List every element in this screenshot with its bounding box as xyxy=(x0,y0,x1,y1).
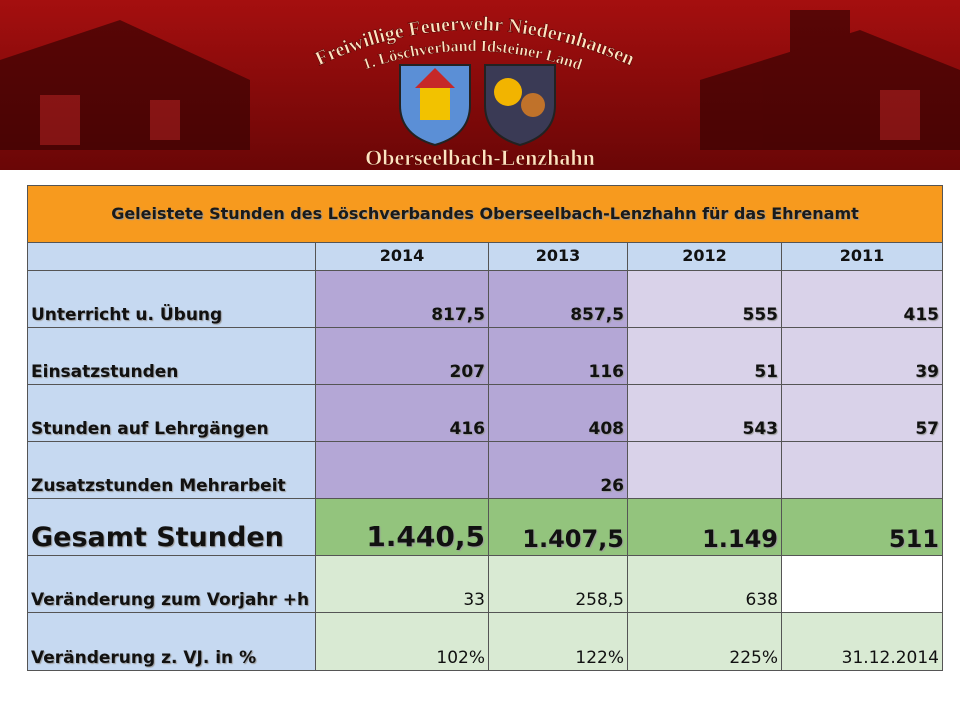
hours-table: Geleistete Stunden des Löschverbandes Ob… xyxy=(27,185,943,671)
banner-place: Oberseelbach-Lenzhahn xyxy=(365,145,595,170)
data-row: Unterricht u. Übung 817,5 857,5 555 415 xyxy=(27,270,943,328)
value-cell xyxy=(781,441,943,499)
crests xyxy=(399,64,556,147)
row-label: Veränderung zum Vorjahr +h xyxy=(27,555,316,613)
value-cell: 26 xyxy=(488,441,628,499)
year-header: 2013 xyxy=(488,242,628,271)
value-cell: 31.12.2014 xyxy=(781,612,943,671)
value-cell: 416 xyxy=(315,384,489,442)
value-cell: 555 xyxy=(627,270,782,328)
data-row: Zusatzstunden Mehrarbeit 26 xyxy=(27,441,943,499)
value-cell: 33 xyxy=(315,555,489,613)
value-cell: 122% xyxy=(488,612,628,671)
data-row: Einsatzstunden 207 116 51 39 xyxy=(27,327,943,385)
data-row: Veränderung z. VJ. in % 102% 122% 225% 31.12… xyxy=(27,612,943,671)
header-cell xyxy=(27,242,316,271)
table-title: Geleistete Stunden des Löschverbandes Ob… xyxy=(27,185,943,243)
value-cell: 857,5 xyxy=(488,270,628,328)
title-row: Geleistete Stunden des Löschverbandes Ob… xyxy=(27,185,943,243)
row-label: Veränderung z. VJ. in % xyxy=(27,612,316,671)
year-header: 2012 xyxy=(627,242,782,271)
value-cell: 817,5 xyxy=(315,270,489,328)
value-cell: 511 xyxy=(781,498,943,556)
row-label: Gesamt Stunden xyxy=(27,498,316,556)
house-right xyxy=(700,10,960,150)
value-cell xyxy=(627,441,782,499)
value-cell: 225% xyxy=(627,612,782,671)
value-cell: 415 xyxy=(781,270,943,328)
value-cell: 543 xyxy=(627,384,782,442)
value-cell: 408 xyxy=(488,384,628,442)
value-cell: 51 xyxy=(627,327,782,385)
row-label: Stunden auf Lehrgängen xyxy=(27,384,316,442)
data-row: Stunden auf Lehrgängen 416 408 543 57 xyxy=(27,384,943,442)
header-row: 2014 2013 2012 2011 xyxy=(27,242,943,271)
value-cell: 39 xyxy=(781,327,943,385)
row-label: Unterricht u. Übung xyxy=(27,270,316,328)
house-left xyxy=(0,20,250,150)
value-cell: 638 xyxy=(627,555,782,613)
value-cell: 1.440,5 xyxy=(315,498,489,556)
value-cell: 1.407,5 xyxy=(488,498,628,556)
data-row: Veränderung zum Vorjahr +h 33 258,5 638 xyxy=(27,555,943,613)
value-cell: 207 xyxy=(315,327,489,385)
value-cell: 258,5 xyxy=(488,555,628,613)
value-cell: 116 xyxy=(488,327,628,385)
year-header: 2011 xyxy=(781,242,943,271)
value-cell xyxy=(781,555,943,613)
value-cell: 57 xyxy=(781,384,943,442)
value-cell xyxy=(315,441,489,499)
value-cell: 1.149 xyxy=(627,498,782,556)
row-label: Zusatzstunden Mehrarbeit xyxy=(27,441,316,499)
data-row: Gesamt Stunden 1.440,5 1.407,5 1.149 511 xyxy=(27,498,943,556)
year-header: 2014 xyxy=(315,242,489,271)
value-cell: 102% xyxy=(315,612,489,671)
banner: Freiwillige Feuerwehr Niedernhausen 1. L… xyxy=(0,0,960,170)
row-label: Einsatzstunden xyxy=(27,327,316,385)
